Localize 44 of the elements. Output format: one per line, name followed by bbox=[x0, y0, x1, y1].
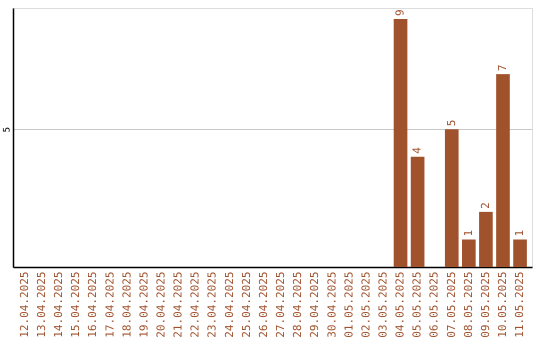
bar bbox=[410, 156, 424, 267]
x-tick-label: 18.04.2025 bbox=[120, 272, 134, 338]
x-tick-label: 22.04.2025 bbox=[188, 272, 202, 338]
x-tick-label: 23.04.2025 bbox=[206, 272, 219, 338]
x-tick-label: 02.05.2025 bbox=[359, 272, 372, 338]
x-tick-label: 25.04.2025 bbox=[240, 272, 253, 338]
x-tick-label: 08.05.2025 bbox=[462, 272, 475, 338]
x-tick-label: 20.04.2025 bbox=[154, 272, 168, 338]
x-tick-label: 11.05.2025 bbox=[513, 272, 526, 338]
bar bbox=[479, 212, 493, 267]
data-label: 5 bbox=[444, 120, 458, 126]
x-tick-label: 10.05.2025 bbox=[496, 272, 509, 338]
data-label: 9 bbox=[394, 9, 407, 16]
bar bbox=[462, 239, 476, 267]
x-tick-label: 06.05.2025 bbox=[428, 272, 441, 338]
x-tick-label: 05.05.2025 bbox=[410, 272, 424, 338]
data-label: 2 bbox=[478, 202, 492, 209]
x-tick-label: 26.04.2025 bbox=[256, 272, 270, 338]
x-tick-label: 15.04.2025 bbox=[69, 272, 82, 338]
bar bbox=[513, 239, 527, 267]
data-label: 1 bbox=[462, 230, 475, 236]
x-tick-label: 07.05.2025 bbox=[444, 272, 458, 338]
x-tick-label: 09.05.2025 bbox=[478, 272, 492, 338]
x-tick-label: 30.04.2025 bbox=[325, 272, 338, 338]
x-tick-label: 01.05.2025 bbox=[342, 272, 356, 338]
bar bbox=[394, 19, 408, 267]
x-tick-label: 21.04.2025 bbox=[172, 272, 185, 338]
x-tick-label: 17.04.2025 bbox=[103, 272, 116, 338]
data-label: 4 bbox=[410, 146, 424, 154]
x-tick-label: 16.04.2025 bbox=[86, 272, 100, 338]
x-tick-label: 14.04.2025 bbox=[52, 272, 66, 338]
data-label: 7 bbox=[496, 64, 509, 72]
x-tick-label: 29.04.2025 bbox=[308, 272, 322, 338]
x-tick-label: 04.05.2025 bbox=[394, 272, 407, 338]
bar bbox=[496, 74, 510, 267]
x-tick-label: 03.05.2025 bbox=[376, 272, 390, 338]
x-tick-label: 19.04.2025 bbox=[137, 272, 150, 338]
x-tick-label: 28.04.2025 bbox=[291, 272, 304, 338]
x-tick-label: 24.04.2025 bbox=[222, 272, 236, 338]
data-label: 1 bbox=[513, 230, 526, 236]
x-tick-label: 27.04.2025 bbox=[274, 272, 288, 338]
bar bbox=[444, 129, 459, 267]
x-tick-label: 13.04.2025 bbox=[35, 272, 48, 338]
x-tick-label: 12.04.2025 bbox=[18, 272, 31, 338]
